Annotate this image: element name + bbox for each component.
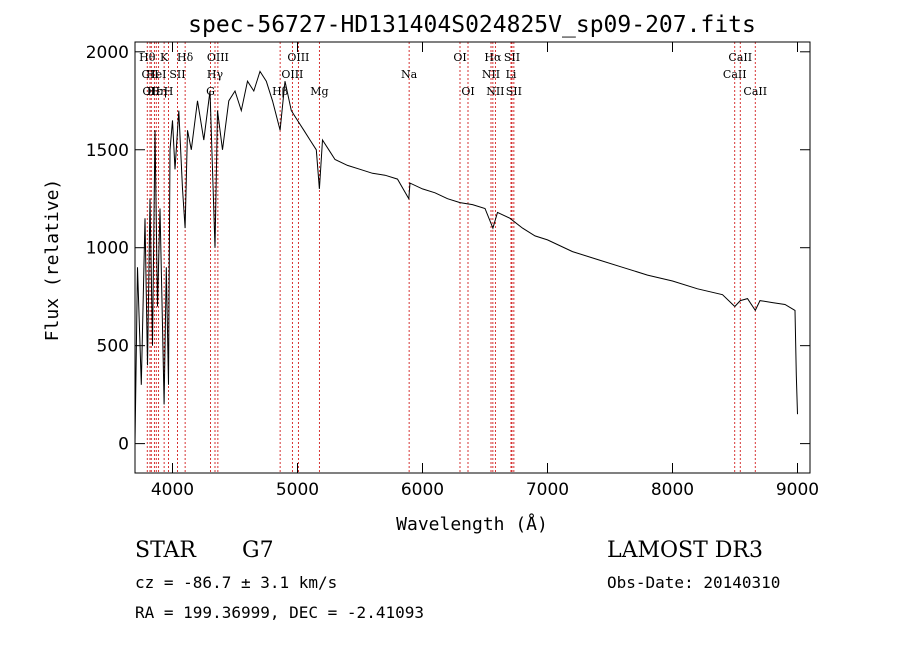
line-marker-label: Hδ [177, 51, 194, 64]
x-tick-label: 7000 [526, 480, 569, 500]
y-tick-label: 1500 [86, 141, 129, 161]
line-marker-label: Hγ [207, 68, 224, 81]
line-marker-label: OIII [281, 68, 303, 81]
y-axis-label: Flux (relative) [42, 179, 63, 342]
object-subclass: G7 [242, 538, 274, 563]
line-marker-label: Hα [484, 51, 502, 64]
object-class: STAR [135, 538, 196, 563]
line-marker-label: OI [453, 51, 466, 64]
plot-frame [134, 41, 811, 474]
line-marker-label: Hβ [272, 85, 288, 98]
line-marker-label: CaII [728, 51, 752, 64]
line-marker-label: HeI [146, 68, 166, 81]
line-marker-label: SII [506, 85, 522, 98]
line-marker-label: H [164, 85, 174, 98]
chart-title: spec-56727-HD131404S024825V_sp09-207.fit… [188, 12, 756, 38]
x-tick-label: 4000 [151, 480, 194, 500]
line-marker-label: CaII [723, 68, 747, 81]
coordinates: RA = 199.36999, DEC = -2.41093 [135, 603, 424, 622]
y-tick-label: 0 [118, 435, 129, 455]
line-marker-label: OI [461, 85, 474, 98]
spectrum-line [134, 70, 798, 444]
line-marker-label: K [160, 51, 169, 64]
x-tick-label: 6000 [401, 480, 444, 500]
line-marker-label: SII [169, 68, 185, 81]
y-tick-label: 2000 [86, 43, 129, 63]
x-tick-label: 9000 [776, 480, 819, 500]
line-marker-label: NII [486, 85, 504, 98]
line-marker-label: OIII [207, 51, 229, 64]
line-marker-label: Li [506, 68, 517, 81]
observation-date: Obs-Date: 20140310 [607, 573, 781, 592]
line-marker-label: Hη [151, 85, 167, 98]
x-tick-label: 5000 [276, 480, 319, 500]
y-tick-label: 1000 [86, 239, 129, 259]
y-tick-label: 500 [97, 337, 129, 357]
line-marker-label: Mg [310, 85, 328, 98]
line-marker-label: G [206, 85, 215, 98]
line-marker-label: CaII [743, 85, 767, 98]
line-marker-label: CII [141, 68, 158, 81]
line-marker-label: Hθ [139, 51, 156, 64]
x-axis-label: Wavelength (Å) [396, 513, 548, 535]
line-marker-label: Na [401, 68, 418, 81]
redshift-velocity: cz = -86.7 ± 3.1 km/s [135, 573, 338, 592]
line-marker-label: Hε [147, 85, 163, 98]
line-marker-label: NII [482, 68, 500, 81]
survey-name: LAMOST DR3 [607, 538, 763, 563]
line-marker-label: SII [504, 51, 520, 64]
line-marker-label: OII [142, 85, 160, 98]
line-marker-label: OIII [287, 51, 309, 64]
x-tick-label: 8000 [651, 480, 694, 500]
